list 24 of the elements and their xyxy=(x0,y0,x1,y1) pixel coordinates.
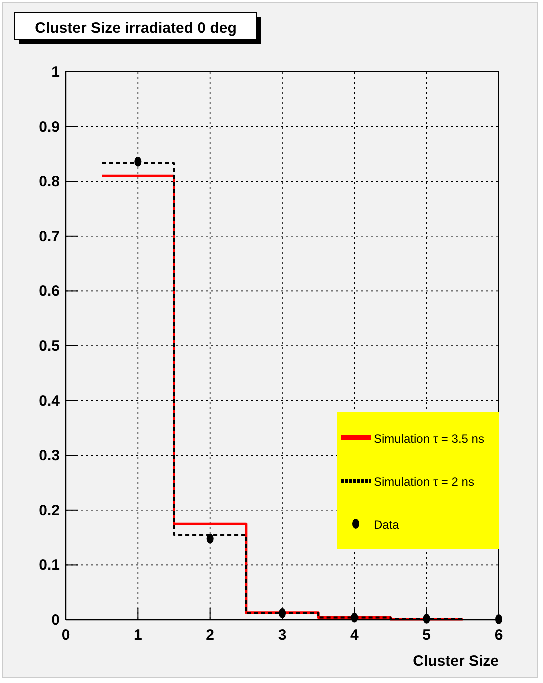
y-tick-label: 0.5 xyxy=(39,338,60,355)
y-tick-label: 0.9 xyxy=(39,118,60,136)
x-tick-label: 4 xyxy=(350,627,360,644)
x-tick-label: 5 xyxy=(422,627,432,644)
x-axis-title: Cluster Size xyxy=(413,653,499,670)
y-tick-label: 0.2 xyxy=(39,502,60,520)
x-tick-label: 2 xyxy=(206,627,215,644)
x-tick-label: 1 xyxy=(134,627,142,644)
legend-label: Data xyxy=(374,518,400,532)
x-tick-label: 6 xyxy=(494,627,504,644)
point xyxy=(134,156,142,167)
y-tick-label: 0.7 xyxy=(39,228,60,246)
y-tick-label: 0.6 xyxy=(39,283,60,300)
y-tick-label: 1 xyxy=(52,64,60,81)
chart-title: Cluster Size irradiated 0 deg xyxy=(35,20,237,37)
legend-label: Simulation τ = 3.5 ns xyxy=(374,432,484,446)
y-tick-label: 0.8 xyxy=(39,174,60,191)
point xyxy=(206,534,214,544)
y-tick-label: 0.4 xyxy=(39,392,61,410)
y-tick-label: 0.1 xyxy=(39,557,60,574)
x-tick-label: 3 xyxy=(278,627,287,644)
y-tick-label: 0.3 xyxy=(39,448,60,465)
y-tick-label: 0 xyxy=(52,612,60,629)
legend-label: Simulation τ = 2 ns xyxy=(374,475,474,489)
